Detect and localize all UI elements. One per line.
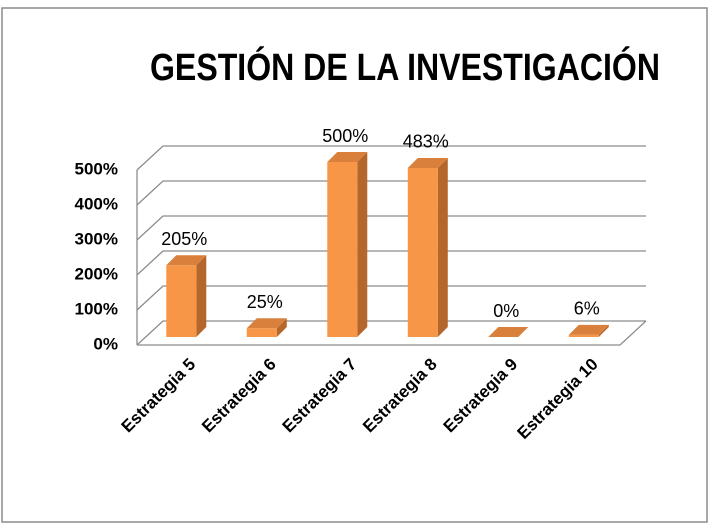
grid-line — [136, 215, 646, 241]
grid-line — [136, 320, 646, 346]
bar-top — [166, 255, 207, 266]
bar — [327, 162, 358, 337]
y-tick-label: 300% — [75, 229, 118, 248]
bar-top — [246, 318, 287, 329]
bar-top — [327, 152, 368, 162]
y-tick-label: 100% — [75, 299, 118, 318]
bar-side — [598, 324, 609, 337]
value-label: 483% — [403, 132, 449, 152]
bar — [166, 265, 197, 337]
y-tick-label: 0% — [93, 334, 118, 353]
y-tick-label: 500% — [75, 159, 118, 178]
bar — [246, 328, 277, 337]
grid-line — [136, 250, 646, 276]
bar — [568, 334, 599, 337]
bar-side — [276, 318, 287, 337]
floor-edge — [137, 320, 647, 346]
y-tick-label: 400% — [75, 194, 118, 213]
bar-side — [196, 255, 207, 337]
grid-line — [136, 285, 646, 311]
value-label: 0% — [493, 301, 519, 321]
value-label: 6% — [574, 299, 600, 319]
y-tick-label: 200% — [75, 264, 118, 283]
value-label: 25% — [247, 292, 283, 312]
grid-line — [136, 180, 646, 206]
bar-top — [568, 324, 609, 335]
chart-title: GESTIÓN DE LA INVESTIGACIÓN — [150, 45, 660, 89]
bar-side — [437, 157, 448, 337]
bar-top — [488, 327, 529, 337]
bar-top — [407, 157, 448, 168]
grid-line — [136, 145, 646, 171]
bar-side — [357, 152, 368, 337]
bar — [407, 167, 438, 337]
value-label: 205% — [161, 229, 207, 249]
value-label: 500% — [322, 126, 368, 146]
